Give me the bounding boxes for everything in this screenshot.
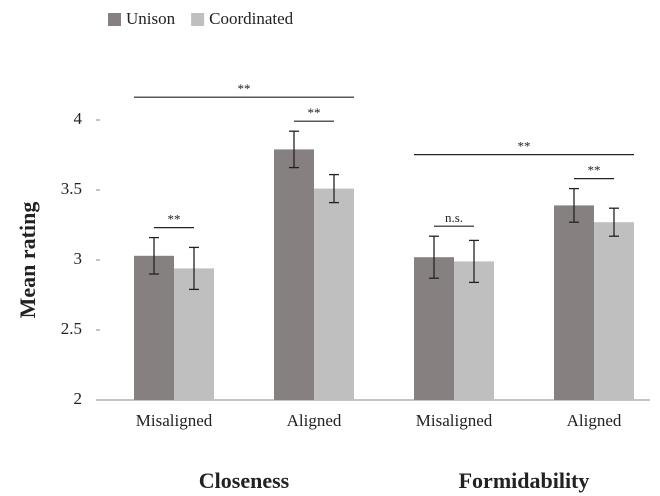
x-tick-label: Aligned [287, 411, 342, 430]
significance-label: ** [588, 163, 601, 178]
significance-label: ** [238, 81, 251, 96]
bar [454, 261, 494, 400]
x-tick-label: Aligned [567, 411, 622, 430]
y-tick-label: 4 [74, 109, 83, 128]
y-tick-label: 2.5 [61, 319, 82, 338]
legend-swatch [108, 13, 121, 26]
significance-label: n.s. [445, 210, 463, 225]
legend-label: Unison [126, 9, 176, 28]
group-label: Formidability [459, 468, 590, 493]
bar [554, 205, 594, 400]
bar [174, 268, 214, 400]
bar [414, 257, 454, 400]
y-axis-title: Mean rating [15, 202, 40, 319]
significance-label: ** [308, 105, 321, 120]
bar [274, 149, 314, 400]
y-tick-label: 2 [74, 389, 83, 408]
significance-label: ** [518, 139, 531, 154]
legend-label: Coordinated [209, 9, 294, 28]
x-tick-label: Misaligned [136, 411, 213, 430]
x-tick-label: Misaligned [416, 411, 493, 430]
bar [594, 222, 634, 400]
y-tick-label: 3.5 [61, 179, 82, 198]
legend-swatch [191, 13, 205, 26]
group-label: Closeness [199, 468, 290, 493]
y-tick-label: 3 [74, 249, 83, 268]
bar [314, 188, 354, 400]
significance-label: ** [168, 212, 181, 227]
bar [134, 255, 174, 400]
